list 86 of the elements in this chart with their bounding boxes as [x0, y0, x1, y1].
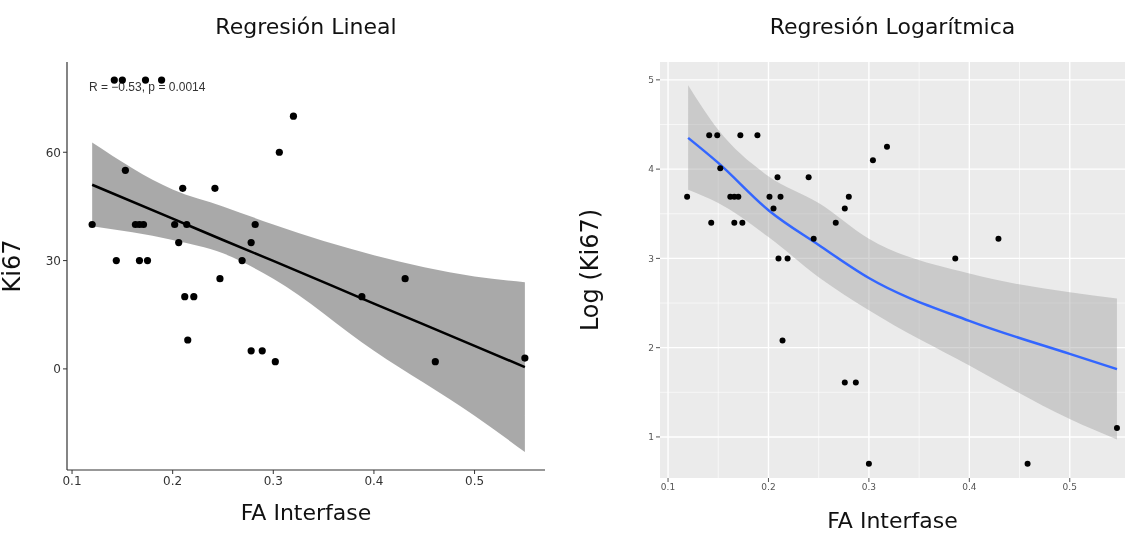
x-tick-label: 0.2	[163, 473, 183, 488]
point	[143, 256, 152, 265]
point	[1113, 425, 1120, 432]
point	[211, 184, 219, 192]
point	[770, 205, 777, 212]
point	[737, 132, 744, 139]
point	[714, 132, 721, 139]
chart-title: Regresión Logarítmica	[769, 14, 1016, 39]
x-tick-label: 0.5	[1062, 482, 1077, 493]
point	[754, 132, 761, 139]
point	[775, 255, 782, 262]
point	[684, 193, 691, 200]
point	[1024, 460, 1031, 467]
y-tick-label: 3	[648, 253, 654, 264]
point	[995, 235, 1002, 242]
point	[171, 220, 179, 229]
point	[865, 460, 872, 467]
point	[431, 358, 439, 366]
y-axis-title: Log (Ki67)	[576, 208, 604, 332]
point	[832, 219, 839, 226]
point	[141, 76, 150, 84]
point	[275, 148, 283, 156]
x-tick-label: 0.1	[62, 473, 82, 488]
point	[184, 336, 192, 344]
point	[157, 76, 166, 84]
point	[810, 235, 817, 242]
line-series	[90, 183, 527, 369]
point	[181, 293, 189, 301]
point	[731, 219, 738, 226]
y-tick-label: 4	[648, 164, 655, 175]
point	[845, 193, 852, 200]
annotation: R = −0.53, p = 0.0014	[89, 80, 206, 94]
point	[952, 255, 959, 262]
x-tick-label: 0.3	[263, 473, 283, 488]
point	[121, 166, 129, 174]
point	[521, 354, 529, 362]
x-tick-label: 0.5	[465, 473, 485, 488]
point	[112, 256, 120, 265]
x-axis-title: FA Interfase	[240, 500, 372, 525]
point	[289, 112, 298, 120]
y-tick-label: 5	[648, 75, 654, 86]
y-tick-label: 60	[45, 145, 61, 160]
point	[258, 347, 266, 355]
point	[852, 379, 859, 386]
point	[190, 293, 198, 301]
point	[717, 165, 724, 172]
line-series	[686, 136, 1119, 371]
point	[739, 219, 746, 226]
y-axis-title: Ki67	[0, 239, 26, 293]
point	[766, 193, 773, 200]
x-tick-label: 0.4	[364, 473, 384, 488]
point	[401, 275, 409, 283]
x-axis-title: FA Interfase	[827, 508, 958, 533]
point	[774, 174, 781, 181]
point	[706, 132, 713, 139]
point	[883, 143, 890, 150]
point	[841, 205, 848, 212]
point	[247, 238, 255, 247]
point	[779, 337, 786, 344]
y-tick-label: 1	[648, 432, 654, 443]
point	[179, 184, 187, 192]
point	[841, 379, 848, 386]
x-tick-label: 0.3	[861, 482, 877, 493]
point	[869, 157, 876, 164]
x-tick-label: 0.4	[962, 482, 977, 493]
x-tick-label: 0.1	[660, 482, 676, 493]
point	[271, 358, 279, 366]
point	[216, 275, 224, 283]
point	[777, 193, 784, 200]
y-tick-label: 30	[45, 253, 61, 268]
point	[135, 256, 144, 265]
chart-title: Regresión Lineal	[215, 14, 397, 39]
y-tick-label: 0	[53, 362, 61, 377]
point	[183, 220, 191, 229]
y-tick-label: 2	[648, 342, 654, 353]
point	[238, 256, 246, 265]
point	[251, 220, 259, 229]
point	[88, 220, 96, 229]
point	[175, 238, 183, 247]
point	[784, 255, 791, 262]
point	[358, 293, 366, 301]
point	[708, 219, 715, 226]
point	[805, 174, 812, 181]
x-tick-label: 0.2	[761, 482, 776, 493]
point	[735, 193, 742, 200]
point	[247, 347, 255, 355]
